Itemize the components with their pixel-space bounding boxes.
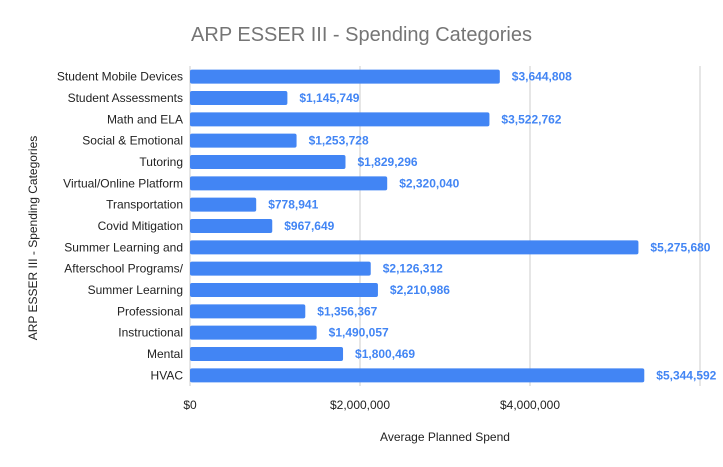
bar-0	[190, 69, 500, 84]
bar-9	[190, 261, 371, 276]
category-label-0: Student Mobile Devices	[57, 70, 183, 84]
category-label-13: Mental	[147, 347, 183, 361]
bar-7	[190, 219, 273, 233]
x-tick-labels: $0 $2,000,000 $4,000,000	[183, 398, 560, 412]
x-tick-label-2: $4,000,000	[500, 398, 560, 412]
data-label-2: $3,522,762	[501, 112, 561, 126]
category-label-9: Afterschool Programs/	[64, 262, 183, 276]
category-label-11: Professional	[117, 304, 183, 318]
data-labels: $3,644,808 $1,145,749 $3,522,762 $1,253,728…	[268, 70, 716, 383]
category-label-6: Transportation	[106, 198, 183, 212]
x-axis-title: Average Planned Spend	[380, 430, 510, 444]
data-label-1: $1,145,749	[299, 91, 359, 105]
data-label-7: $967,649	[284, 219, 334, 233]
bar-2	[190, 112, 490, 127]
bar-12	[190, 325, 317, 340]
data-label-8: $5,275,680	[650, 240, 710, 254]
bar-3	[190, 133, 297, 148]
category-label-4: Tutoring	[139, 155, 183, 169]
data-label-13: $1,800,469	[355, 347, 415, 361]
bar-13	[190, 347, 344, 361]
category-label-2: Math and ELA	[107, 112, 183, 126]
data-label-3: $1,253,728	[309, 134, 369, 148]
category-label-10: Summer Learning	[88, 283, 183, 297]
data-label-6: $778,941	[268, 198, 318, 212]
y-axis-title: ARP ESSER III - Spending Categories	[26, 136, 40, 341]
data-label-10: $2,210,986	[390, 283, 450, 297]
data-label-11: $1,356,367	[317, 304, 377, 318]
category-label-14: HVAC	[151, 368, 184, 382]
data-label-5: $2,320,040	[399, 176, 459, 190]
category-labels: Student Mobile Devices Student Assessment…	[57, 70, 184, 383]
bar-4	[190, 155, 346, 169]
category-label-3: Social & Emotional	[82, 134, 183, 148]
x-tick-label-1: $2,000,000	[330, 398, 390, 412]
chart-title: ARP ESSER III - Spending Categories	[191, 24, 532, 46]
bar-1	[190, 91, 288, 105]
data-label-12: $1,490,057	[329, 326, 389, 340]
bar-11	[190, 304, 306, 319]
data-label-9: $2,126,312	[383, 262, 443, 276]
data-label-14: $5,344,592	[656, 368, 716, 382]
bar-8	[190, 240, 639, 255]
data-label-4: $1,829,296	[357, 155, 417, 169]
bars	[190, 69, 645, 383]
bar-10	[190, 283, 378, 297]
category-label-8: Summer Learning and	[64, 240, 183, 254]
x-tick-label-0: $0	[183, 398, 197, 412]
data-label-0: $3,644,808	[512, 70, 572, 84]
category-label-5: Virtual/Online Platform	[63, 176, 183, 190]
category-label-7: Covid Mitigation	[98, 219, 183, 233]
bar-6	[190, 197, 257, 212]
category-label-1: Student Assessments	[68, 91, 183, 105]
category-label-12: Instructional	[118, 326, 183, 340]
bar-5	[190, 176, 388, 191]
bar-14	[190, 368, 645, 383]
